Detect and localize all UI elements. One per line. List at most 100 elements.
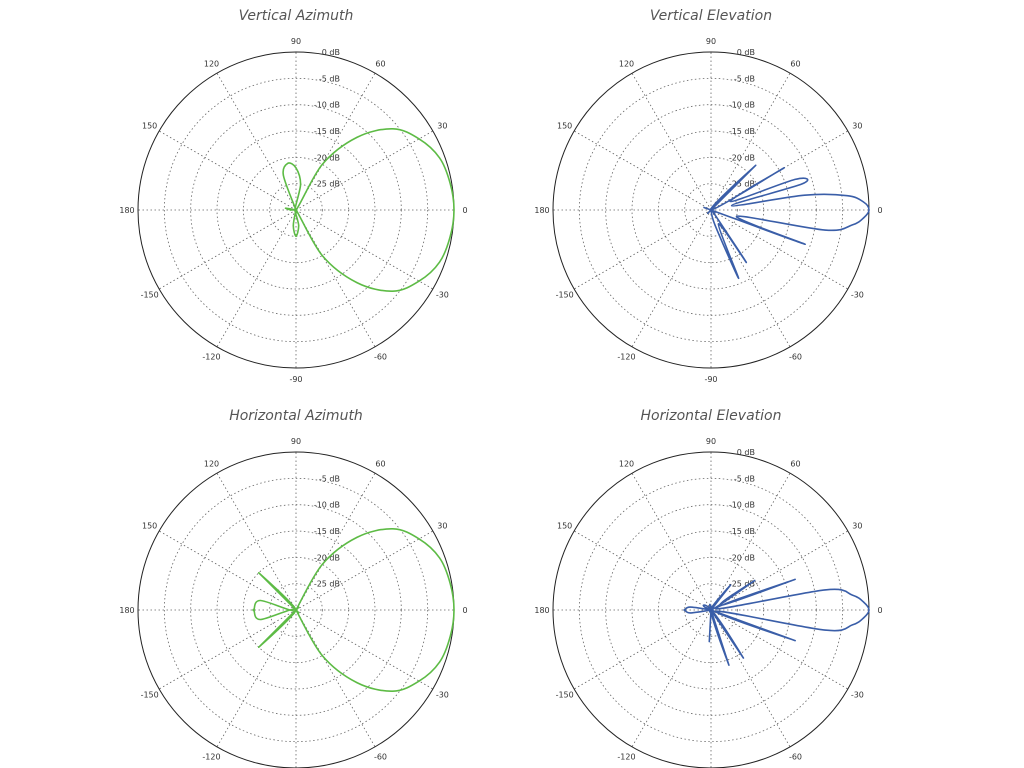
grid-ring	[684, 583, 738, 637]
grid-ring	[269, 583, 323, 637]
pattern-point	[862, 217, 865, 219]
pattern-point	[735, 215, 738, 217]
grid-ring	[163, 77, 429, 343]
radial-tick-label: -15 dB	[314, 127, 340, 136]
radial-tick-label: -5 dB	[734, 74, 755, 83]
pattern-point	[287, 162, 289, 164]
angle-tick-label: 180	[119, 206, 134, 215]
angle-tick-label: 0	[462, 606, 467, 615]
pattern-point	[868, 209, 870, 211]
pattern-point	[259, 618, 261, 621]
angle-tick-label: 150	[142, 122, 157, 131]
radial-tick-label: -25 dB	[314, 580, 340, 589]
pattern-point	[715, 610, 717, 612]
pattern-point	[851, 594, 854, 596]
pattern-point	[714, 213, 716, 215]
pattern-point	[453, 609, 455, 611]
pattern-point	[731, 205, 733, 207]
angle-tick-label: -150	[556, 691, 574, 700]
pattern-point	[299, 183, 302, 185]
pattern-point	[418, 680, 420, 682]
angle-tick-label: 120	[204, 60, 219, 69]
pattern-point	[392, 290, 394, 292]
pattern-point	[392, 528, 394, 530]
pattern-point	[846, 195, 848, 197]
pattern-point	[862, 601, 865, 603]
pattern-point	[738, 277, 740, 279]
pattern-point	[801, 183, 803, 185]
pattern-point	[754, 579, 756, 582]
radial-tick-label: 0 dB	[737, 448, 755, 457]
angle-tick-label: 180	[534, 206, 549, 215]
pattern-point	[321, 563, 323, 565]
polar-chart: Vertical Azimuth 0 30 60 90 120 150 180 -150 -120…	[119, 8, 467, 384]
angle-tick-label: -60	[789, 752, 802, 761]
grid-spoke	[216, 472, 297, 611]
pattern-point	[824, 629, 826, 631]
grid-spoke	[710, 609, 791, 748]
radial-tick-label: -5 dB	[319, 474, 340, 483]
pattern-point	[438, 261, 441, 263]
pattern-point	[710, 609, 712, 611]
pattern-point	[851, 224, 854, 226]
angle-tick-label: 150	[557, 522, 572, 531]
pattern-point	[449, 182, 451, 184]
pattern-point	[689, 606, 691, 608]
radial-tick-label: -10 dB	[729, 501, 755, 510]
pattern-point	[729, 200, 731, 203]
pattern-point	[321, 655, 323, 657]
grid-spoke	[573, 609, 712, 690]
grid-ring	[163, 477, 429, 743]
pattern-point	[298, 224, 300, 227]
pattern-point	[295, 167, 297, 169]
grid-spoke	[295, 530, 434, 611]
angle-tick-label: 90	[291, 37, 301, 46]
pattern-point	[453, 209, 455, 211]
pattern-point	[295, 609, 297, 611]
pattern-point	[258, 572, 260, 574]
pattern-point	[862, 201, 865, 203]
angle-tick-label: -30	[851, 291, 864, 300]
pattern-point	[714, 224, 716, 226]
pattern-point	[804, 243, 806, 245]
angle-tick-label: -30	[436, 291, 449, 300]
pattern-point	[356, 536, 358, 538]
grid-ring	[216, 530, 376, 690]
angle-tick-label: 90	[706, 437, 716, 446]
radial-tick-label: -10 dB	[314, 501, 340, 510]
grid-ring	[684, 183, 738, 237]
polar-chart: Horizontal Elevation 0 30 60 90 120 150 180 -150…	[534, 408, 883, 768]
pattern-point	[321, 255, 323, 257]
radial-tick-label: -10 dB	[729, 101, 755, 110]
angle-tick-label: -120	[617, 752, 635, 761]
polar-chart: Vertical Elevation 0 30 60 90 120 150 180 -150 -1…	[534, 8, 882, 384]
pattern-point	[783, 167, 785, 169]
grid-ring	[216, 130, 376, 290]
pattern-point	[689, 612, 691, 614]
angle-tick-label: 150	[557, 122, 572, 131]
pattern-point	[285, 207, 287, 209]
pattern-point	[851, 624, 854, 626]
pattern-point	[794, 578, 796, 580]
pattern-point	[259, 599, 261, 602]
angle-tick-label: -120	[202, 752, 220, 761]
pattern-point	[824, 589, 826, 591]
angle-tick-label: 0	[462, 206, 467, 215]
pattern-point	[728, 664, 730, 666]
angle-tick-label: -120	[617, 352, 635, 361]
radial-tick-label: 0 dB	[737, 48, 755, 57]
pattern-line	[252, 527, 455, 693]
radial-tick-label: -20 dB	[729, 153, 755, 162]
pattern-point	[449, 236, 451, 238]
angle-tick-label: 30	[852, 122, 862, 131]
pattern-point	[862, 617, 865, 619]
angle-tick-label: -30	[851, 691, 864, 700]
pattern-point	[418, 538, 420, 540]
angle-tick-label: -150	[141, 691, 159, 700]
grid-spoke	[710, 209, 791, 348]
pattern-point	[804, 194, 806, 196]
angle-tick-label: -60	[789, 352, 802, 361]
grid-ring	[578, 477, 844, 743]
pattern-point	[418, 138, 420, 140]
